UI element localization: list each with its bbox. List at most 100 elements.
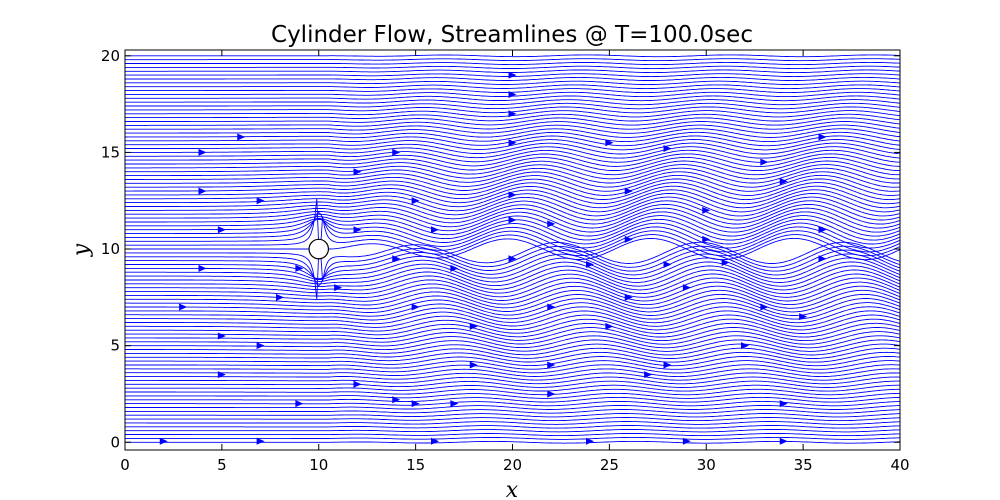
streamline bbox=[125, 339, 900, 352]
flow-arrow bbox=[663, 361, 672, 369]
streamline bbox=[125, 392, 900, 399]
x-tick-label: 0 bbox=[120, 456, 130, 474]
streamline bbox=[125, 174, 900, 192]
flow-arrow bbox=[198, 187, 207, 195]
x-tick-label: 25 bbox=[600, 456, 619, 474]
flow-arrow bbox=[702, 206, 711, 214]
streamline bbox=[125, 76, 900, 82]
streamline bbox=[125, 153, 900, 167]
streamline bbox=[125, 124, 900, 134]
streamline bbox=[125, 203, 900, 225]
x-tick-label: 30 bbox=[697, 456, 716, 474]
streamline bbox=[125, 273, 900, 295]
flow-arrow bbox=[353, 226, 362, 234]
streamline bbox=[125, 298, 900, 316]
y-tick-label: 20 bbox=[101, 47, 120, 65]
streamline bbox=[125, 61, 900, 66]
flow-arrow bbox=[392, 396, 401, 404]
streamline bbox=[125, 69, 900, 74]
x-axis-label: x bbox=[506, 478, 519, 500]
flow-arrow bbox=[431, 437, 439, 445]
streamline bbox=[125, 368, 900, 378]
flow-arrow bbox=[256, 342, 265, 350]
streamline bbox=[125, 182, 900, 201]
y-tick-label: 10 bbox=[101, 240, 120, 258]
flow-arrow bbox=[721, 259, 730, 267]
flow-arrow bbox=[198, 148, 207, 156]
flow-arrow bbox=[237, 133, 246, 141]
streamline bbox=[125, 237, 900, 261]
streamline bbox=[125, 265, 900, 287]
flow-arrow bbox=[469, 361, 478, 369]
flow-arrow bbox=[179, 303, 188, 311]
flow-arrow bbox=[217, 332, 226, 340]
streamline bbox=[125, 196, 900, 217]
streamline bbox=[125, 198, 900, 257]
streamline bbox=[125, 289, 900, 309]
streamline bbox=[125, 164, 900, 180]
flow-arrow bbox=[741, 342, 749, 350]
flow-arrow bbox=[508, 71, 517, 79]
streamline bbox=[125, 253, 900, 280]
flow-arrow bbox=[508, 139, 517, 147]
flow-arrow bbox=[508, 110, 517, 118]
flow-arrow bbox=[217, 226, 226, 234]
y-axis: 0 5 10 15 20 bbox=[101, 47, 900, 451]
flow-arrow bbox=[411, 303, 420, 311]
flow-arrow bbox=[547, 220, 556, 228]
streamline bbox=[125, 322, 900, 338]
streamline bbox=[125, 261, 900, 283]
streamline bbox=[125, 171, 900, 188]
streamline bbox=[125, 421, 900, 425]
x-tick-label: 10 bbox=[309, 456, 328, 474]
streamline bbox=[125, 331, 900, 345]
flow-arrow bbox=[392, 148, 401, 156]
streamline bbox=[125, 343, 900, 356]
flow-arrow bbox=[508, 191, 517, 199]
flow-arrow bbox=[779, 437, 788, 445]
flow-arrow bbox=[547, 303, 556, 311]
streamline bbox=[125, 429, 900, 433]
streamline bbox=[125, 396, 900, 403]
y-tick-label: 0 bbox=[110, 433, 120, 451]
streamline bbox=[125, 215, 900, 237]
flow-arrow bbox=[605, 322, 614, 330]
x-tick-label: 35 bbox=[794, 456, 813, 474]
flow-arrow bbox=[624, 293, 633, 301]
streamline bbox=[125, 189, 900, 209]
y-axis-label: y bbox=[69, 243, 94, 257]
streamline bbox=[125, 372, 900, 381]
streamline bbox=[125, 380, 900, 388]
streamline bbox=[125, 306, 900, 324]
streamline bbox=[125, 121, 900, 130]
flow-arrow bbox=[353, 380, 362, 388]
flow-arrow bbox=[508, 216, 517, 224]
streamline bbox=[125, 207, 900, 229]
streamline bbox=[125, 405, 900, 410]
flow-arrow bbox=[644, 371, 653, 379]
streamline bbox=[125, 146, 900, 159]
streamline bbox=[125, 178, 900, 196]
arrow-layer bbox=[159, 71, 827, 445]
flow-arrow bbox=[818, 255, 827, 263]
y-tick-label: 15 bbox=[101, 143, 120, 161]
flow-arrow bbox=[586, 260, 594, 268]
streamline bbox=[125, 149, 900, 163]
streamline bbox=[125, 335, 900, 349]
flow-arrow bbox=[663, 145, 672, 153]
streamline bbox=[125, 217, 900, 249]
streamline bbox=[125, 200, 900, 221]
flow-arrow bbox=[663, 260, 672, 268]
flow-arrow bbox=[547, 390, 556, 398]
streamline bbox=[125, 409, 900, 414]
flow-arrow bbox=[818, 133, 827, 141]
flow-arrow bbox=[159, 437, 168, 445]
streamline bbox=[125, 257, 900, 281]
flow-arrow bbox=[508, 90, 517, 98]
x-tick-label: 15 bbox=[406, 456, 425, 474]
streamline bbox=[125, 360, 900, 370]
streamline bbox=[125, 351, 900, 363]
streamline bbox=[125, 95, 900, 102]
streamline bbox=[125, 211, 900, 253]
streamline bbox=[125, 293, 900, 313]
